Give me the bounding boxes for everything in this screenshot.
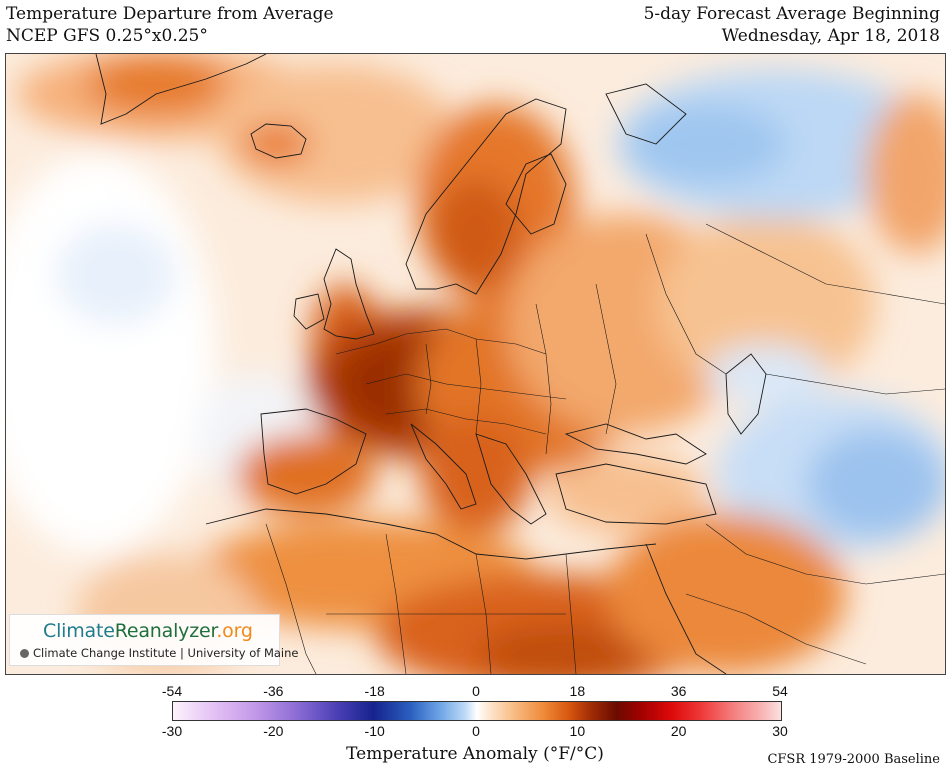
border-line <box>385 533 407 674</box>
fahrenheit-tick-label: 18 <box>569 683 586 699</box>
celsius-tick-label: -10 <box>364 723 385 739</box>
scandinavia-coast <box>405 98 567 295</box>
institute-icon <box>20 649 29 658</box>
britain-coast <box>323 248 375 340</box>
border-line <box>645 233 727 375</box>
model-label: NCEP GFS 0.25°x0.25° <box>6 26 208 46</box>
border-line <box>265 523 317 674</box>
border-line <box>595 283 617 435</box>
iceland-coast <box>250 123 307 159</box>
border-line <box>475 338 482 435</box>
border-line <box>705 523 945 585</box>
climate-reanalyzer-logo[interactable]: ClimateReanalyzer.org Climate Change Ins… <box>9 614 298 666</box>
logo-subtitle: Climate Change Institute | University of… <box>20 646 298 660</box>
logo-wordmark: ClimateReanalyzer.org <box>43 620 253 642</box>
ireland-coast <box>293 293 325 330</box>
header-right: 5-day Forecast Average Beginning Wednesd… <box>644 3 940 47</box>
colorbar-title: Temperature Anomaly (°F/°C) <box>346 744 604 764</box>
border-line <box>705 223 945 305</box>
forecast-label: 5-day Forecast Average Beginning <box>643 4 940 24</box>
border-line <box>765 373 945 395</box>
fahrenheit-tick-label: 54 <box>772 683 788 699</box>
fahrenheit-tick-label: -36 <box>263 683 284 699</box>
fahrenheit-tick-label: 36 <box>670 683 687 699</box>
border-line <box>535 303 552 455</box>
header-left: Temperature Departure from Average NCEP … <box>6 3 334 47</box>
italy-coast <box>410 423 477 510</box>
border-line <box>335 328 547 355</box>
finland-coast <box>505 153 567 235</box>
red-sea-coast <box>645 543 727 674</box>
celsius-tick-label: -20 <box>263 723 284 739</box>
fahrenheit-tick-label: -54 <box>161 683 183 699</box>
colorbar <box>172 701 782 721</box>
map-title: Temperature Departure from Average <box>6 4 334 24</box>
fahrenheit-tick-label: 0 <box>472 683 480 699</box>
black-sea-coast <box>564 423 707 465</box>
forecast-date: Wednesday, Apr 18, 2018 <box>721 26 940 46</box>
north-africa-coast <box>205 508 657 560</box>
color-scale: -54 -36 -18 0 18 36 54 -30 -20 -10 0 10 20 30 Temper… <box>0 678 950 774</box>
celsius-tick-label: 0 <box>472 723 480 739</box>
kola-coast <box>605 83 687 145</box>
balkans-coast <box>475 433 547 525</box>
border-line <box>365 373 567 400</box>
border-line <box>425 343 432 415</box>
map-canvas <box>6 54 945 674</box>
country-borders <box>265 223 945 674</box>
border-line <box>385 408 547 435</box>
greenland-coast <box>95 54 267 125</box>
turkey-coast <box>555 463 717 525</box>
celsius-tick-label: -30 <box>161 723 183 739</box>
fahrenheit-tick-label: -18 <box>364 683 385 699</box>
border-line <box>685 593 867 665</box>
caspian-coast <box>725 353 767 435</box>
baseline-label: CFSR 1979-2000 Baseline <box>767 752 940 767</box>
anomaly-field <box>6 54 945 674</box>
anomaly-map[interactable] <box>5 53 946 675</box>
coastlines <box>95 54 767 674</box>
celsius-tick-label: 20 <box>670 723 687 739</box>
celsius-tick-label: 10 <box>569 723 586 739</box>
celsius-tick-label: 30 <box>772 723 788 739</box>
border-line <box>565 553 577 674</box>
iberia-coast <box>260 408 367 495</box>
